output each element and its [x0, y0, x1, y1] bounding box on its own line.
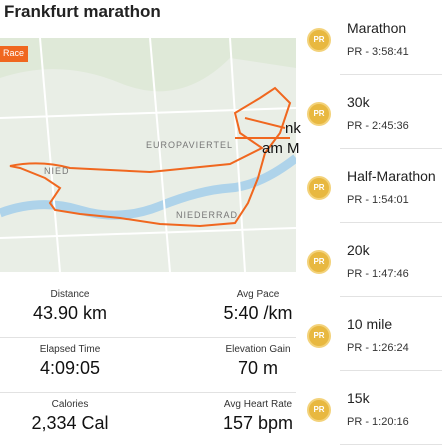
map-label: nk — [285, 120, 301, 137]
divider — [0, 337, 296, 338]
achievement-name: Half-Marathon — [347, 168, 436, 184]
achievement-name: 30k — [347, 94, 370, 110]
stat-label: Avg Pace — [236, 289, 280, 300]
divider — [0, 392, 296, 393]
divider — [340, 148, 442, 149]
pr-medal: PR — [307, 324, 331, 348]
stat-label: Distance — [50, 289, 90, 300]
stat-value: 157 bpm — [222, 413, 294, 433]
divider — [340, 296, 442, 297]
achievement-name: 20k — [347, 242, 370, 258]
divider — [340, 222, 442, 223]
stat-value: 5:40 /km — [223, 303, 293, 323]
pr-medal: PR — [307, 28, 331, 52]
map-label: NIED — [44, 166, 70, 176]
achievement-time: PR - 3:58:41 — [347, 46, 409, 58]
achievement-time: PR - 1:47:46 — [347, 268, 409, 280]
stat-label: Elapsed Time — [39, 344, 101, 355]
pr-medal: PR — [307, 398, 331, 422]
pr-medal: PR — [307, 176, 331, 200]
achievement-time: PR - 1:54:01 — [347, 194, 409, 206]
achievement-time: PR - 2:45:36 — [347, 120, 409, 132]
stat-label: Avg Heart Rate — [223, 399, 293, 410]
divider — [340, 444, 442, 445]
map-label: EUROPAVIERTEL — [146, 140, 234, 150]
achievement-name: 15k — [347, 390, 370, 406]
achievement-name: Marathon — [347, 20, 407, 36]
stat-label: Calories — [51, 399, 89, 410]
pr-medal: PR — [307, 102, 331, 126]
activity-title: Frankfurt marathon — [4, 2, 161, 21]
map-label: NIEDERRAD — [176, 210, 239, 220]
achievement-time: PR - 1:20:16 — [347, 416, 409, 428]
route-map[interactable] — [0, 38, 296, 272]
divider — [340, 74, 442, 75]
pr-medal: PR — [307, 250, 331, 274]
race-badge: Race — [3, 48, 25, 58]
achievement-name: 10 mile — [347, 316, 393, 332]
stat-value: 70 m — [237, 358, 279, 378]
map-label: am M — [262, 140, 300, 157]
stat-label: Elevation Gain — [225, 344, 291, 355]
divider — [340, 370, 442, 371]
achievement-time: PR - 1:26:24 — [347, 342, 409, 354]
stat-value: 43.90 km — [32, 303, 108, 323]
stat-value: 4:09:05 — [39, 358, 101, 378]
stat-value: 2,334 Cal — [31, 413, 109, 433]
